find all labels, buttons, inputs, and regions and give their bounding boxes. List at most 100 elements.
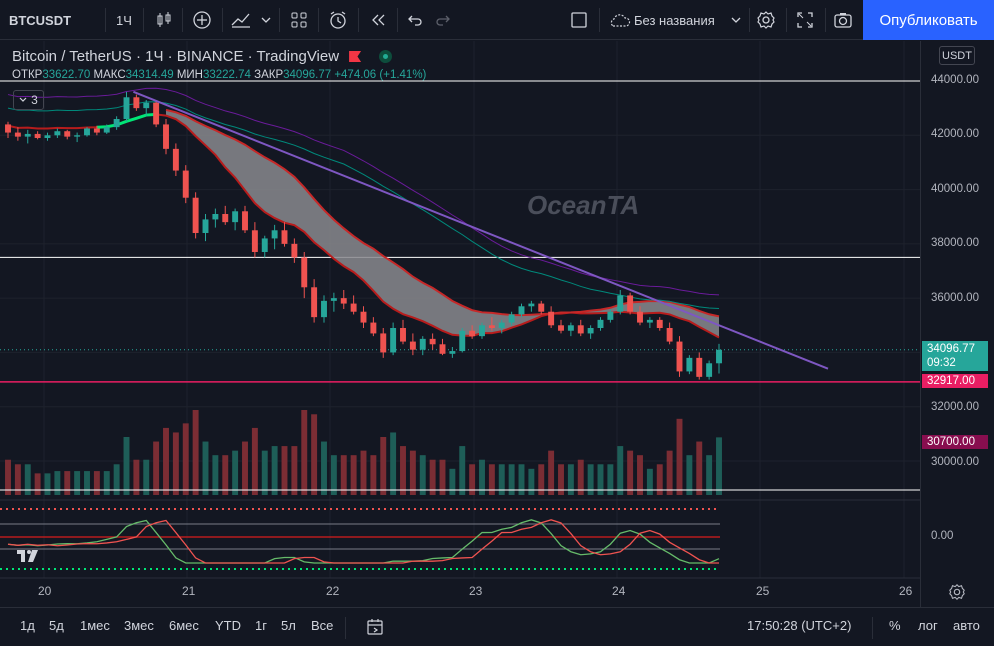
volume-bar — [321, 441, 327, 495]
fullscreen-icon[interactable] — [791, 0, 819, 40]
alert-clock-icon[interactable] — [323, 0, 353, 40]
candle — [330, 298, 337, 301]
range-1m[interactable]: 1мес — [80, 618, 110, 633]
candles — [5, 91, 722, 380]
auto-toggle[interactable]: авто — [953, 618, 980, 633]
candle — [548, 311, 555, 326]
price-label: 32000.00 — [931, 401, 979, 413]
price-axis[interactable]: 44000.00 42000.00 40000.00 38000.00 3600… — [920, 41, 994, 607]
divider — [825, 8, 826, 32]
volume-bar — [380, 437, 387, 495]
chart-area[interactable] — [0, 41, 994, 607]
volume-bar — [123, 437, 130, 495]
camera-icon[interactable] — [829, 0, 857, 40]
tradingview-logo-icon[interactable] — [16, 548, 40, 567]
goto-date-icon[interactable] — [365, 617, 385, 640]
volume-bar — [370, 455, 377, 495]
volume-bar — [508, 464, 515, 495]
symbol-search[interactable]: BTCUSDT — [8, 12, 72, 28]
volume-bar — [390, 432, 397, 495]
price-label: 36000.00 — [931, 292, 979, 304]
templates-icon[interactable] — [285, 0, 313, 40]
candle — [24, 133, 31, 137]
range-1d[interactable]: 1д — [20, 618, 35, 633]
candle — [617, 295, 624, 312]
publish-button[interactable]: Опубликовать — [863, 0, 994, 40]
volume-bar — [232, 450, 239, 495]
gear-icon[interactable] — [948, 583, 966, 604]
range-6m[interactable]: 6мес — [169, 618, 199, 633]
candle — [192, 197, 199, 233]
divider — [182, 8, 183, 32]
currency-button[interactable]: USDT — [939, 46, 975, 65]
candles-icon[interactable] — [150, 0, 178, 40]
undo-icon[interactable] — [402, 0, 428, 40]
volume-bar — [706, 455, 713, 495]
replay-icon[interactable] — [364, 0, 392, 40]
volume-bar — [222, 455, 229, 495]
range-all[interactable]: Все — [311, 618, 334, 633]
candle — [321, 300, 327, 318]
candle — [637, 311, 643, 323]
volume-bar — [5, 459, 11, 495]
volume-bar — [676, 418, 683, 495]
legend-title: Bitcoin / TetherUS · 1Ч · BINANCE · Trad… — [12, 48, 340, 65]
indicators-icon[interactable] — [228, 0, 254, 40]
candle — [182, 170, 189, 198]
volume-bar — [44, 473, 51, 495]
candle — [291, 243, 298, 258]
volume-bar — [686, 455, 693, 495]
layout-name[interactable]: Без названия — [634, 12, 715, 28]
range-ytd[interactable]: YTD — [215, 618, 241, 633]
volume-bar — [350, 455, 357, 495]
support-price-tag: 32917.00 — [922, 374, 988, 388]
divider — [105, 8, 106, 32]
candle — [133, 97, 140, 109]
candle — [390, 328, 397, 353]
volume-bar — [518, 464, 525, 495]
candle — [242, 211, 248, 231]
volume-bar — [340, 455, 347, 495]
volume-bar — [666, 450, 673, 495]
last-price-tag: 34096.77 09:32 — [922, 341, 988, 371]
price-chart[interactable] — [0, 41, 920, 607]
volume-bar — [419, 455, 426, 495]
chevron-down-icon[interactable] — [258, 0, 274, 40]
candle — [281, 230, 288, 244]
add-indicator-icon[interactable] — [188, 0, 216, 40]
candle — [93, 128, 100, 133]
volume-bar — [587, 464, 594, 495]
layout-icon[interactable] — [566, 0, 592, 40]
volume-bar — [54, 471, 61, 495]
volume-bar — [163, 427, 169, 495]
candle — [202, 219, 209, 233]
percent-toggle[interactable]: % — [889, 618, 901, 633]
clock[interactable]: 17:50:28 (UTC+2) — [747, 618, 852, 633]
log-toggle[interactable]: лог — [918, 618, 938, 633]
volume-bar — [558, 464, 564, 495]
interval-button[interactable]: 1Ч — [116, 12, 132, 28]
volume-bar — [360, 450, 367, 495]
oscillator-zero-label: 0.00 — [931, 530, 954, 542]
redo-icon[interactable] — [430, 0, 456, 40]
chevron-down-icon[interactable] — [728, 0, 744, 40]
candle — [479, 325, 485, 337]
candle — [716, 349, 722, 364]
gear-icon[interactable] — [752, 0, 780, 40]
range-1y[interactable]: 1г — [255, 618, 267, 633]
time-label: 20 — [38, 584, 52, 598]
range-3m[interactable]: 3мес — [124, 618, 154, 633]
ma-fast-line — [7, 113, 720, 339]
trendline — [133, 90, 829, 370]
candle — [34, 133, 41, 138]
candle — [676, 341, 683, 372]
flag-icon[interactable] — [349, 51, 362, 62]
indicators-toggle[interactable]: 3 — [13, 90, 44, 110]
time-axis[interactable]: 20 21 22 23 24 25 26 — [0, 578, 920, 606]
candle — [64, 131, 71, 137]
last-price: 34096.77 — [927, 343, 975, 355]
range-5d[interactable]: 5д — [49, 618, 64, 633]
range-5y[interactable]: 5л — [281, 618, 296, 633]
candle — [360, 311, 367, 323]
divider — [358, 8, 359, 32]
